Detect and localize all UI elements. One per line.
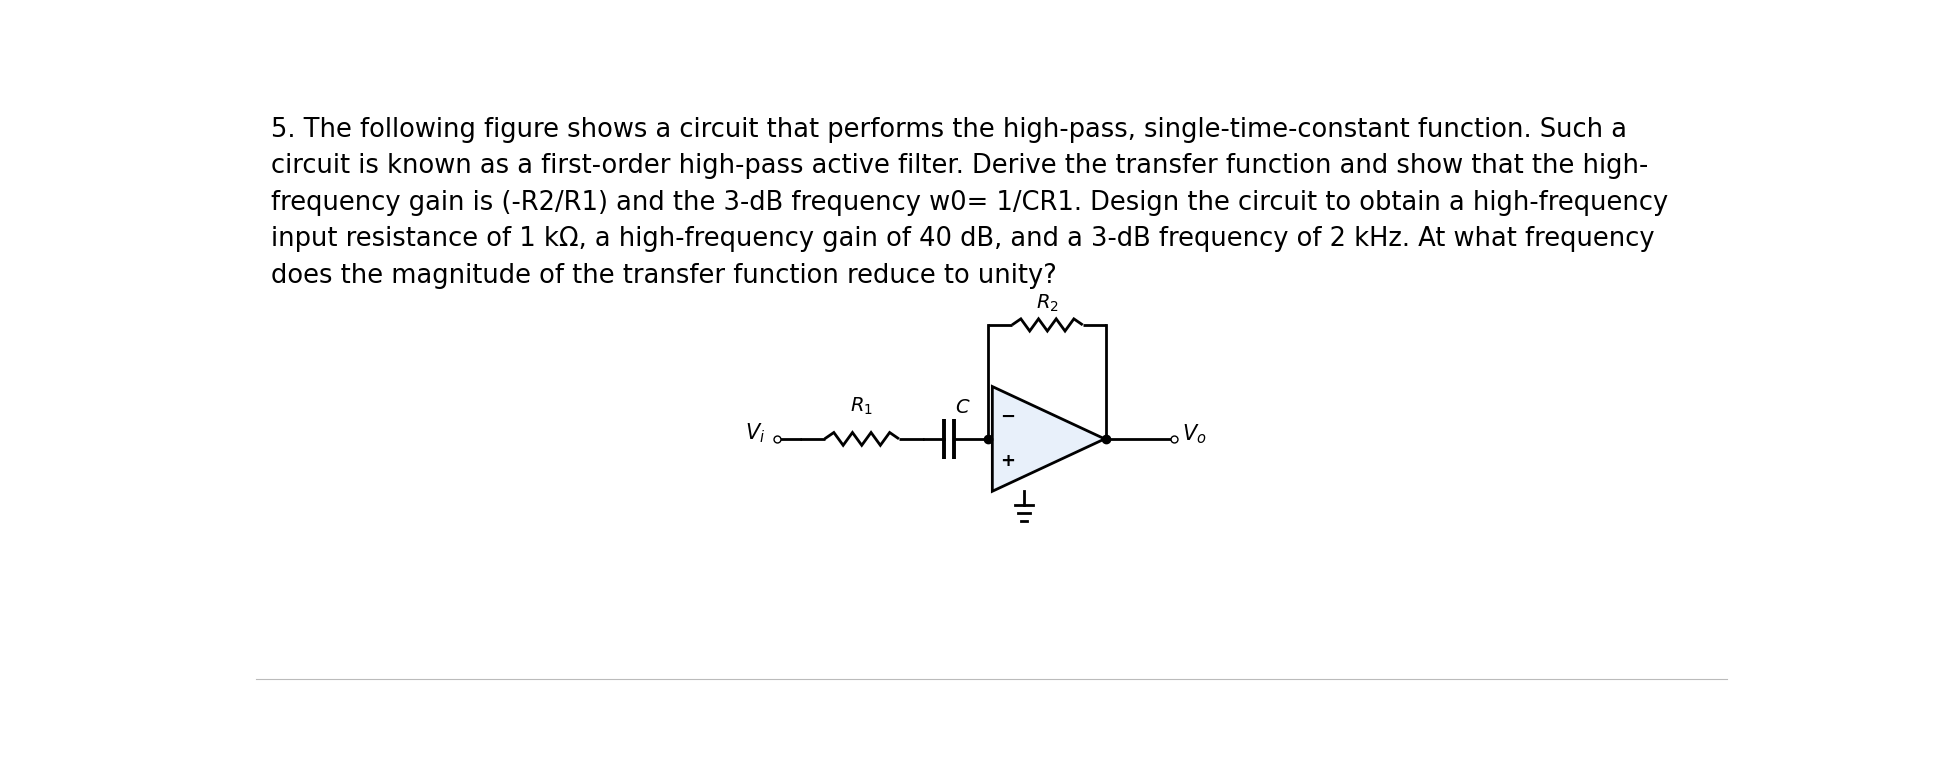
Text: $V_o$: $V_o$ <box>1182 423 1207 446</box>
Text: $R_2$: $R_2$ <box>1037 293 1058 314</box>
Text: +: + <box>1000 452 1015 470</box>
Text: $V_i$: $V_i$ <box>745 421 764 444</box>
Text: $C$: $C$ <box>955 398 971 417</box>
Text: 5. The following figure shows a circuit that performs the high-pass, single-time: 5. The following figure shows a circuit … <box>271 117 1669 289</box>
Polygon shape <box>992 387 1104 491</box>
Text: −: − <box>1000 408 1015 426</box>
Text: $R_1$: $R_1$ <box>851 396 874 417</box>
